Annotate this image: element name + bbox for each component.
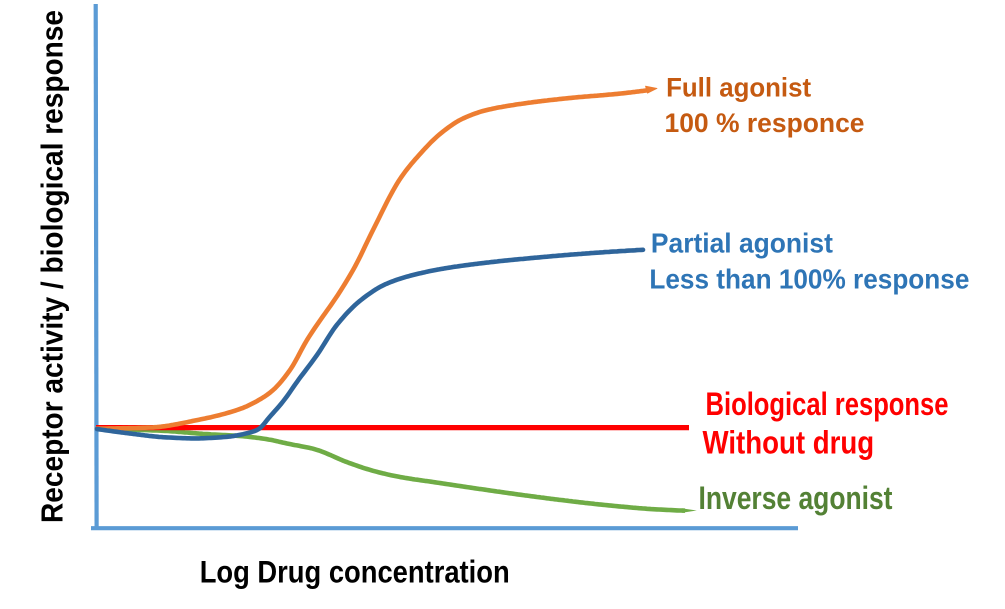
- svg-text:100 % responce: 100 % responce: [665, 108, 865, 138]
- svg-text:Without drug: Without drug: [703, 424, 875, 461]
- svg-text:Receptor activity / biological: Receptor activity / biological response: [35, 10, 70, 523]
- svg-text:Inverse agonist: Inverse agonist: [699, 480, 893, 516]
- svg-text:Less than 100% response: Less than 100% response: [649, 264, 969, 295]
- svg-text:Full agonist: Full agonist: [666, 73, 811, 103]
- svg-text:Partial agonist: Partial agonist: [651, 228, 833, 259]
- svg-text:Biological response: Biological response: [706, 385, 949, 422]
- svg-text:Log Drug concentration: Log Drug concentration: [200, 555, 510, 590]
